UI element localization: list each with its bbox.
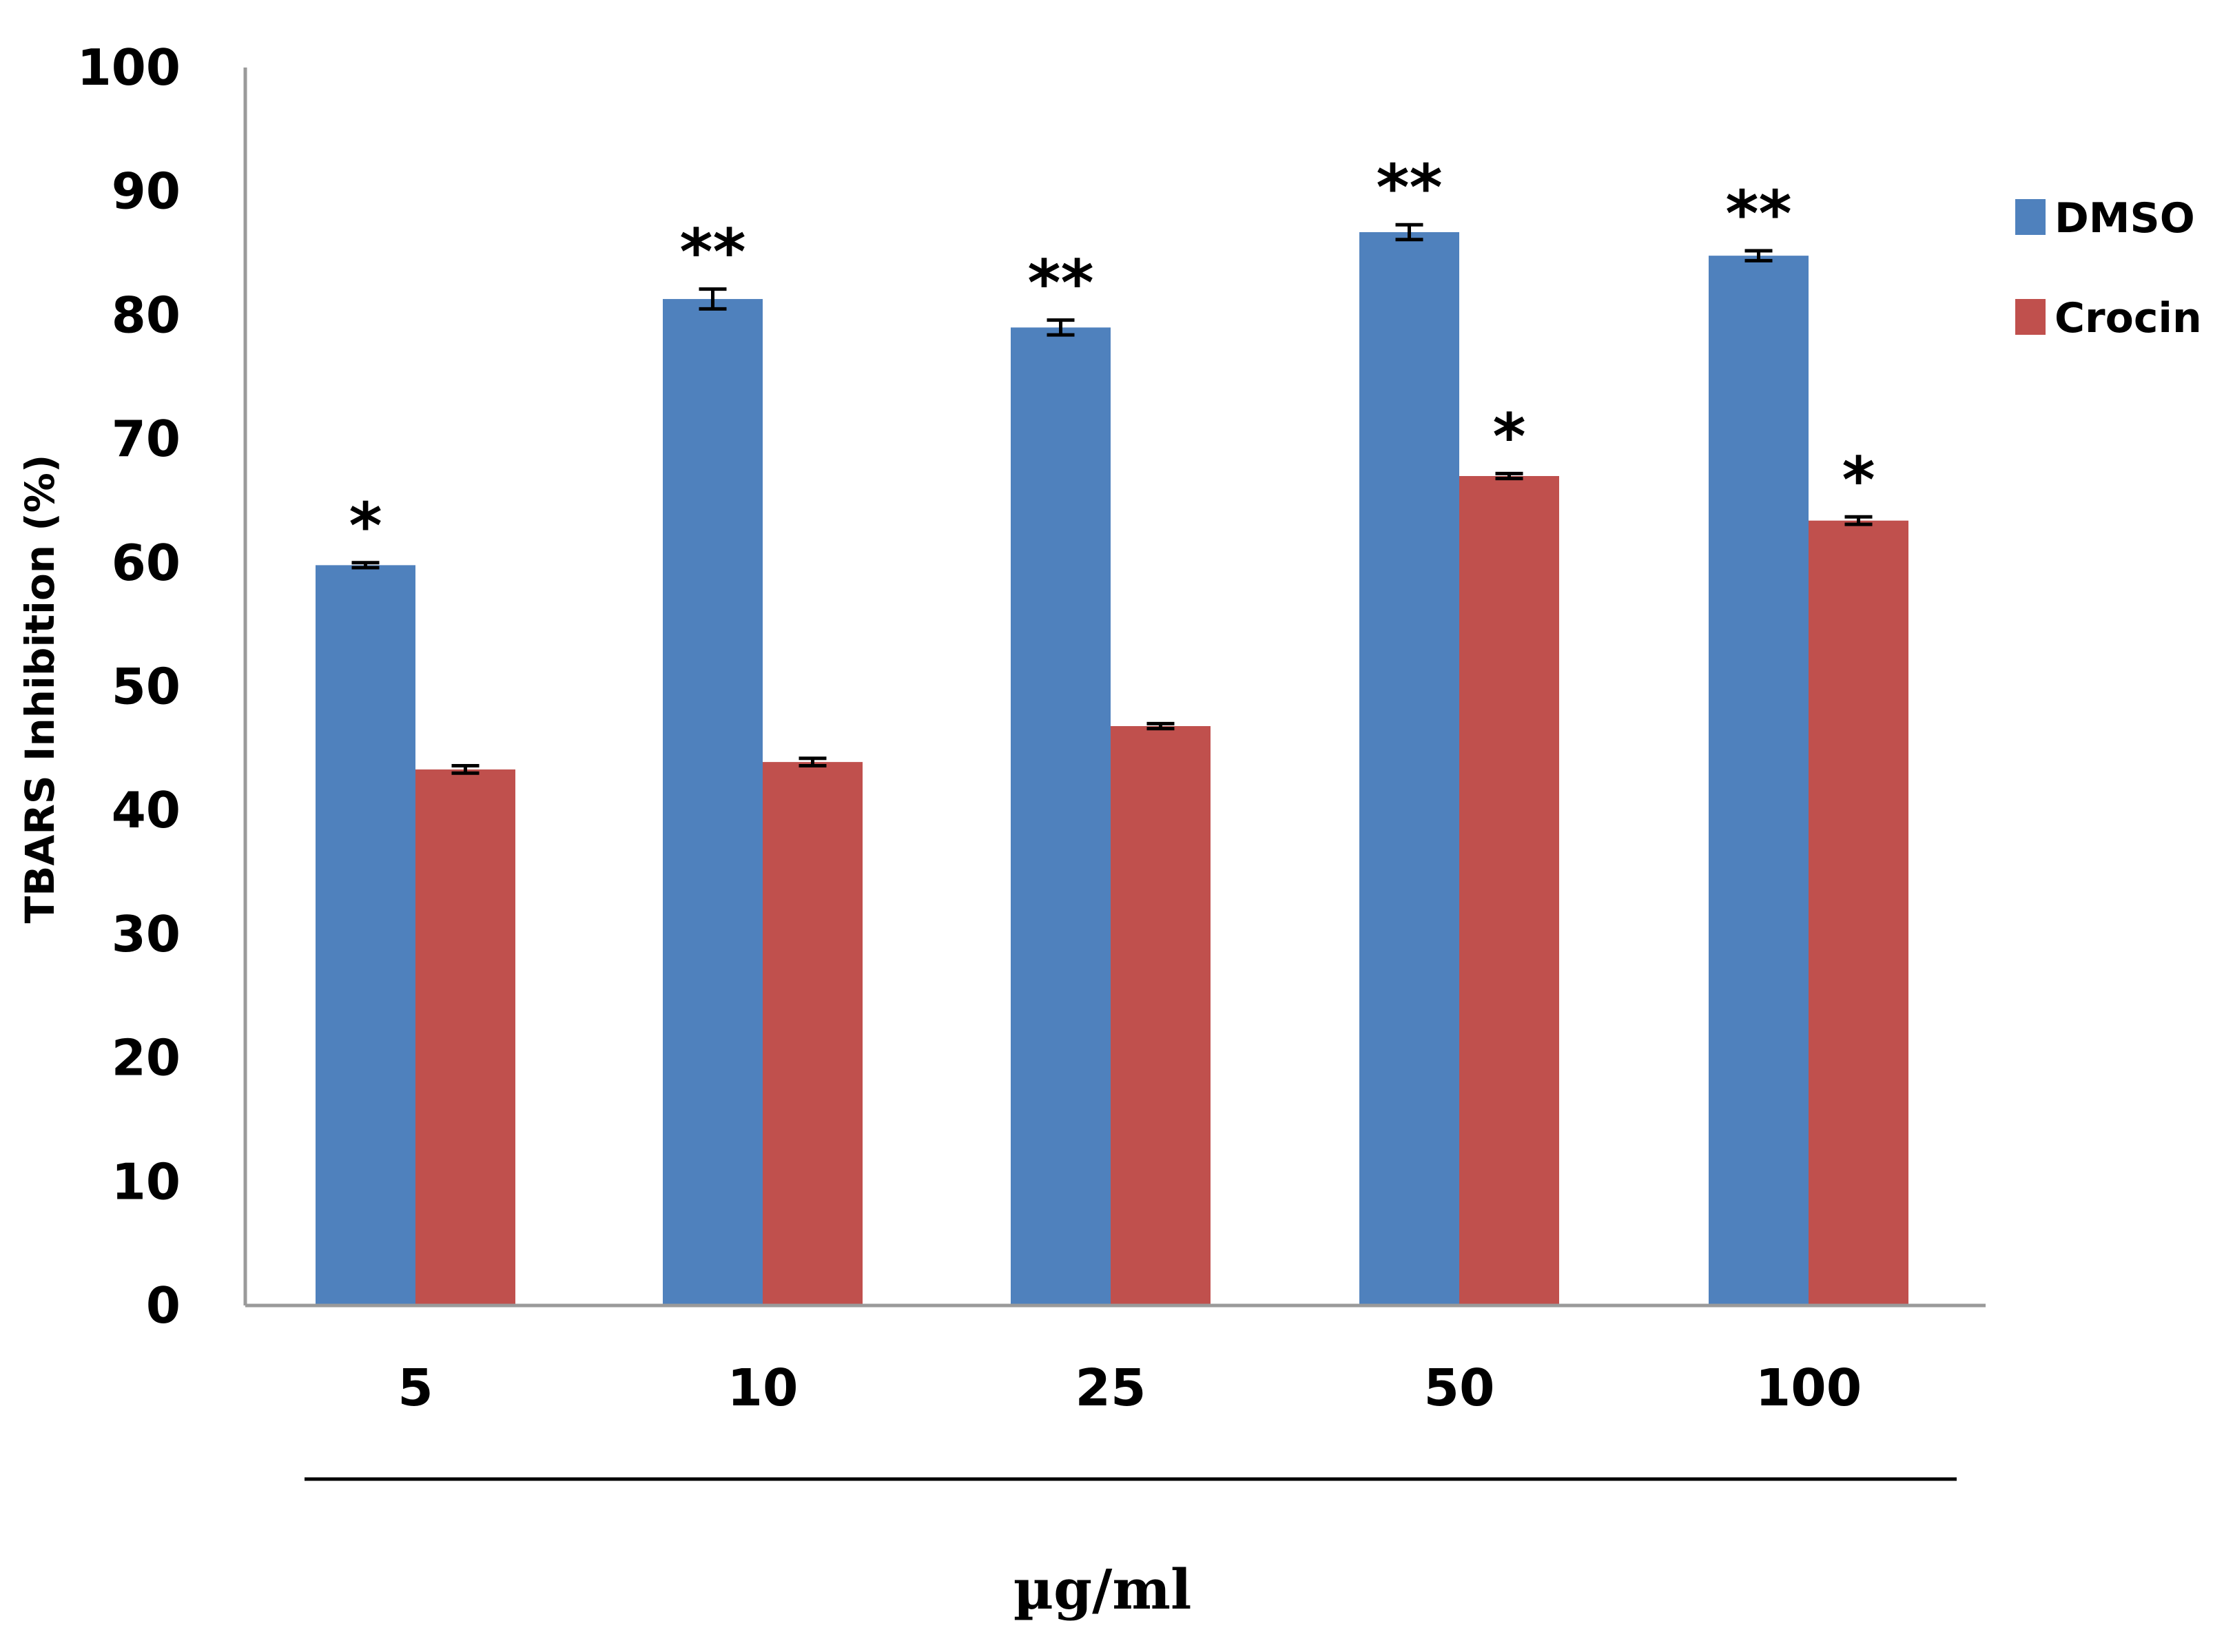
y-tick-label: 90 [112, 163, 181, 220]
bars-layer [316, 232, 1908, 1306]
bar-crocin [1809, 520, 1908, 1305]
legend-swatch-crocin [2015, 299, 2046, 335]
x-tick-label: 10 [728, 1359, 799, 1418]
bar-crocin [1459, 476, 1559, 1305]
y-axis-title: TBARS Inhibition (%) [17, 455, 63, 924]
x-tick-label: 50 [1424, 1359, 1495, 1418]
significance-mark: * [1492, 400, 1525, 473]
legend-swatch-dmso [2015, 199, 2046, 235]
bar-dmso [1359, 232, 1459, 1306]
bar-crocin [1111, 726, 1211, 1305]
bar-dmso [316, 565, 415, 1305]
significance-markers: *** ******** [349, 151, 1875, 563]
y-tick-labels: 0 10 20 30 40 50 60 70 80 90 100 [77, 39, 181, 1334]
significance-mark: ** [1027, 247, 1093, 320]
legend: DMSO Crocin [2015, 194, 2202, 342]
y-tick-label: 40 [112, 781, 181, 839]
x-tick-label: 100 [1755, 1359, 1862, 1418]
legend-label-dmso: DMSO [2055, 194, 2195, 242]
x-tick-label: 5 [398, 1359, 433, 1418]
bar-crocin [415, 769, 515, 1305]
significance-mark: ** [1725, 177, 1791, 251]
bar-dmso [1709, 256, 1809, 1305]
y-tick-label: 100 [77, 39, 181, 96]
axes-layer [243, 68, 1986, 1308]
y-tick-label: 0 [146, 1277, 181, 1334]
bar-crocin [763, 762, 863, 1305]
x-tick-label: 25 [1075, 1359, 1146, 1418]
legend-label-crocin: Crocin [2055, 294, 2202, 342]
bar-dmso [663, 299, 763, 1305]
x-tick-labels: 5 10 25 50 100 [398, 1359, 1862, 1418]
x-axis-title: µg/ml [1013, 1557, 1192, 1622]
y-tick-label: 60 [112, 534, 181, 592]
y-tick-label: 50 [112, 658, 181, 716]
bar-dmso [1011, 327, 1111, 1305]
significance-mark: ** [679, 216, 745, 289]
y-tick-label: 20 [112, 1029, 181, 1087]
significance-mark: ** [1376, 151, 1442, 225]
y-tick-label: 70 [112, 410, 181, 468]
error-bars-layer [351, 223, 1873, 775]
y-tick-label: 30 [112, 905, 181, 963]
significance-mark: * [1842, 443, 1875, 517]
y-tick-label: 10 [112, 1153, 181, 1210]
y-tick-label: 80 [112, 286, 181, 344]
significance-mark: * [349, 489, 382, 563]
